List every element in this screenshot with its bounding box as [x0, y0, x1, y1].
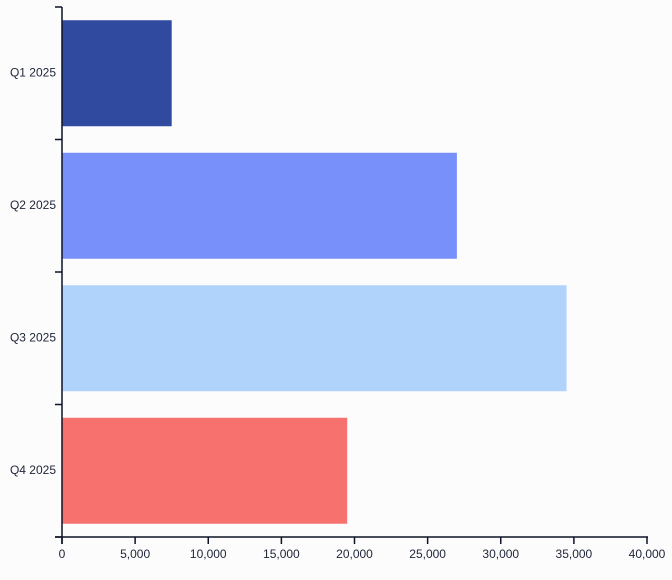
y-axis-category-label: Q4 2025: [10, 463, 56, 477]
x-axis-tick-label: 15,000: [263, 547, 300, 561]
bar-q2-2025[interactable]: [62, 152, 457, 259]
bar-q4-2025[interactable]: [62, 417, 348, 524]
x-axis-tick-label: 10,000: [190, 547, 227, 561]
y-axis-category-label: Q3 2025: [10, 330, 56, 344]
x-axis-tick-label: 30,000: [482, 547, 519, 561]
x-axis-tick-label: 20,000: [336, 547, 373, 561]
y-axis-category-label: Q1 2025: [10, 65, 56, 79]
bar-q1-2025[interactable]: [62, 20, 172, 127]
x-axis-tick-label: 25,000: [409, 547, 446, 561]
x-axis-tick-label: 40,000: [629, 547, 666, 561]
x-axis-tick-label: 0: [59, 547, 66, 561]
x-axis-tick-label: 35,000: [556, 547, 593, 561]
bar-q3-2025[interactable]: [62, 285, 567, 392]
x-axis-tick-label: 5,000: [120, 547, 150, 561]
y-axis-category-label: Q2 2025: [10, 198, 56, 212]
